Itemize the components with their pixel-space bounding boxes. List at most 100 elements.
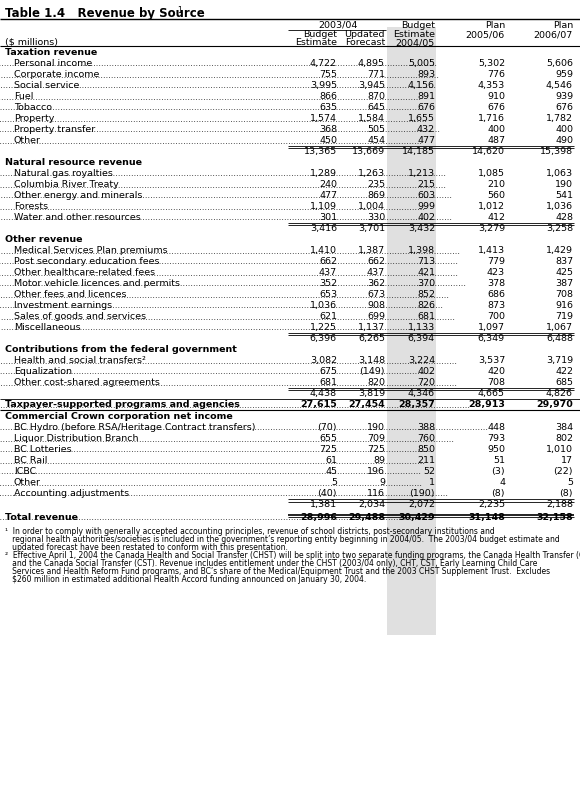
Text: ................................................................................: ........................................… (0, 279, 466, 289)
Text: ................................................................................: ........................................… (0, 258, 458, 266)
Text: 4,546: 4,546 (546, 81, 573, 90)
Text: Property: Property (14, 114, 55, 123)
Text: 30,429: 30,429 (398, 513, 435, 522)
Text: 1,782: 1,782 (546, 114, 573, 123)
Text: 1,097: 1,097 (478, 323, 505, 332)
Text: Budget: Budget (401, 21, 435, 30)
Text: ................................................................................: ........................................… (0, 247, 460, 255)
Text: updated forecast have been restated to conform with this presentation.: updated forecast have been restated to c… (5, 543, 288, 552)
Text: 2,235: 2,235 (478, 500, 505, 509)
Text: Motor vehicle licences and permits: Motor vehicle licences and permits (14, 279, 180, 288)
Text: 3,537: 3,537 (478, 356, 505, 365)
Text: 3,719: 3,719 (546, 356, 573, 365)
Text: Taxation revenue: Taxation revenue (5, 48, 97, 57)
Text: 866: 866 (319, 92, 337, 101)
Text: 793: 793 (487, 434, 505, 443)
Text: 432: 432 (417, 125, 435, 134)
Text: 4,438: 4,438 (310, 389, 337, 398)
Text: ................................................................................: ........................................… (0, 423, 488, 432)
Text: Estimate: Estimate (393, 30, 435, 39)
Text: 908: 908 (367, 301, 385, 310)
Text: 5,606: 5,606 (546, 59, 573, 68)
Text: Water and other resources: Water and other resources (14, 213, 141, 222)
Text: 1,004: 1,004 (358, 202, 385, 211)
Text: 850: 850 (417, 445, 435, 454)
Text: 31,148: 31,148 (468, 513, 505, 522)
Text: 1,085: 1,085 (478, 169, 505, 178)
Text: 869: 869 (367, 191, 385, 200)
Text: 384: 384 (555, 423, 573, 432)
Text: Services and Health Reform Fund programs, and BC’s share of the Medical/Equipmen: Services and Health Reform Fund programs… (5, 567, 550, 576)
Text: 421: 421 (417, 268, 435, 277)
Text: 437: 437 (367, 268, 385, 277)
Text: (40): (40) (317, 489, 337, 498)
Text: ................................................................................: ........................................… (0, 324, 434, 332)
Text: 28,996: 28,996 (300, 513, 337, 522)
Text: 477: 477 (319, 191, 337, 200)
Text: ................................................................................: ........................................… (0, 357, 457, 366)
Text: 4,346: 4,346 (408, 389, 435, 398)
Text: BC Rail: BC Rail (14, 456, 48, 465)
Text: ................................................................................: ........................................… (0, 457, 426, 465)
Text: 116: 116 (367, 489, 385, 498)
Text: 1,213: 1,213 (408, 169, 435, 178)
Text: Updated: Updated (345, 30, 385, 39)
Text: 425: 425 (555, 268, 573, 277)
Text: $260 million in estimated additional Health Accord funding announced on January : $260 million in estimated additional Hea… (5, 575, 366, 584)
Text: Plan: Plan (485, 21, 505, 30)
Text: Health and social transfers²: Health and social transfers² (14, 356, 146, 365)
Text: 771: 771 (367, 70, 385, 79)
Text: ................................................................................: ........................................… (0, 301, 444, 311)
Text: 779: 779 (487, 257, 505, 266)
Text: 713: 713 (417, 257, 435, 266)
Text: 645: 645 (367, 103, 385, 112)
Text: 51: 51 (493, 456, 505, 465)
Text: ................................................................................: ........................................… (0, 82, 436, 90)
Text: ................................................................................: ........................................… (0, 59, 437, 68)
Text: ................................................................................: ........................................… (0, 136, 422, 145)
Text: 560: 560 (487, 191, 505, 200)
Text: 5: 5 (331, 478, 337, 487)
Text: 1,109: 1,109 (310, 202, 337, 211)
Text: 437: 437 (319, 268, 337, 277)
Text: Forests: Forests (14, 202, 48, 211)
Text: 873: 873 (487, 301, 505, 310)
Text: 477: 477 (417, 136, 435, 145)
Text: 362: 362 (367, 279, 385, 288)
Text: 422: 422 (555, 367, 573, 376)
Text: 635: 635 (319, 103, 337, 112)
Text: 368: 368 (319, 125, 337, 134)
Text: 621: 621 (319, 312, 337, 321)
Text: Social service: Social service (14, 81, 79, 90)
Text: ................................................................................: ........................................… (0, 489, 448, 499)
Text: 29,488: 29,488 (348, 513, 385, 522)
Text: 3,258: 3,258 (546, 224, 573, 233)
Text: 1,584: 1,584 (358, 114, 385, 123)
Text: ................................................................................: ........................................… (0, 400, 470, 409)
Text: 820: 820 (367, 378, 385, 387)
Text: 681: 681 (417, 312, 435, 321)
Text: 387: 387 (555, 279, 573, 288)
Text: 4: 4 (499, 478, 505, 487)
Text: Medical Services Plan premiums: Medical Services Plan premiums (14, 246, 168, 255)
Text: 852: 852 (417, 290, 435, 299)
Text: 1,063: 1,063 (546, 169, 573, 178)
Text: 17: 17 (561, 456, 573, 465)
Text: 5,005: 5,005 (408, 59, 435, 68)
Text: 893: 893 (417, 70, 435, 79)
Text: Fuel: Fuel (14, 92, 34, 101)
Text: Accounting adjustments: Accounting adjustments (14, 489, 129, 498)
Text: Contributions from the federal government: Contributions from the federal governmen… (5, 345, 237, 354)
Text: 3,819: 3,819 (358, 389, 385, 398)
Text: 190: 190 (555, 180, 573, 189)
Text: 2003/04: 2003/04 (318, 21, 358, 30)
Text: Post secondary education fees: Post secondary education fees (14, 257, 160, 266)
Text: Property transfer: Property transfer (14, 125, 95, 134)
Text: Table 1.4   Revenue by Source: Table 1.4 Revenue by Source (5, 7, 205, 20)
Text: ................................................................................: ........................................… (0, 514, 430, 523)
Text: Taxpayer-supported programs and agencies: Taxpayer-supported programs and agencies (5, 400, 240, 409)
Text: 1,133: 1,133 (408, 323, 435, 332)
Text: ................................................................................: ........................................… (0, 367, 433, 377)
Text: BC Lotteries: BC Lotteries (14, 445, 71, 454)
Text: 3,995: 3,995 (310, 81, 337, 90)
